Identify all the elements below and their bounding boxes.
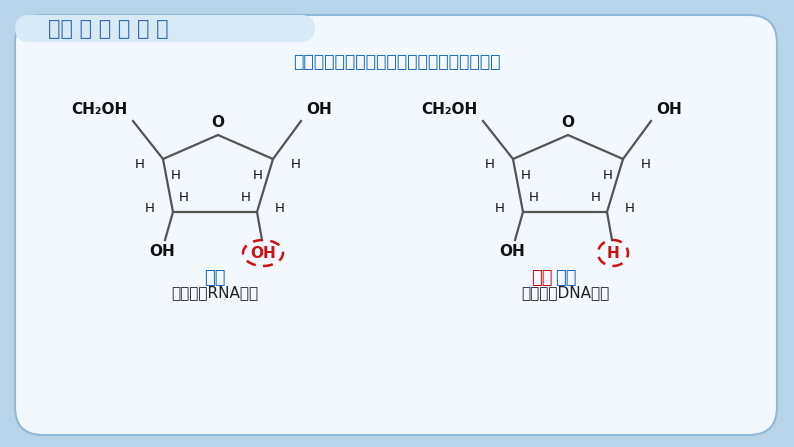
Text: OH: OH bbox=[149, 244, 175, 259]
Text: H: H bbox=[179, 191, 189, 204]
Text: （存在于DNA中）: （存在于DNA中） bbox=[521, 285, 609, 300]
Text: H: H bbox=[591, 191, 601, 204]
Text: 核糖: 核糖 bbox=[204, 269, 225, 287]
Text: 核糖: 核糖 bbox=[555, 269, 576, 287]
Text: H: H bbox=[607, 245, 619, 261]
Text: CH₂OH: CH₂OH bbox=[422, 102, 478, 117]
Text: CH₂OH: CH₂OH bbox=[71, 102, 128, 117]
Text: H: H bbox=[241, 191, 251, 204]
Text: （存在于RNA中）: （存在于RNA中） bbox=[172, 285, 259, 300]
Text: OH: OH bbox=[306, 102, 332, 117]
Text: 两种戊糖的区别是什么？他们名称的由来是？: 两种戊糖的区别是什么？他们名称的由来是？ bbox=[293, 53, 501, 71]
FancyBboxPatch shape bbox=[15, 15, 777, 435]
Text: H: H bbox=[521, 169, 531, 182]
Text: H: H bbox=[291, 159, 301, 172]
Text: H: H bbox=[625, 202, 635, 215]
Text: H: H bbox=[135, 159, 145, 172]
Text: H: H bbox=[495, 202, 505, 215]
FancyBboxPatch shape bbox=[15, 15, 315, 42]
Text: H: H bbox=[529, 191, 539, 204]
Text: O: O bbox=[211, 115, 225, 130]
Text: 一、 核 酸 的 组 成: 一、 核 酸 的 组 成 bbox=[48, 19, 168, 39]
Text: OH: OH bbox=[656, 102, 682, 117]
Text: H: H bbox=[485, 159, 495, 172]
Text: H: H bbox=[253, 169, 263, 182]
Text: H: H bbox=[171, 169, 181, 182]
Text: H: H bbox=[145, 202, 155, 215]
Text: O: O bbox=[561, 115, 575, 130]
Text: H: H bbox=[603, 169, 613, 182]
Text: OH: OH bbox=[499, 244, 525, 259]
Text: 脱氧: 脱氧 bbox=[531, 269, 553, 287]
Text: H: H bbox=[275, 202, 285, 215]
Text: OH: OH bbox=[250, 245, 276, 261]
Text: H: H bbox=[641, 159, 651, 172]
